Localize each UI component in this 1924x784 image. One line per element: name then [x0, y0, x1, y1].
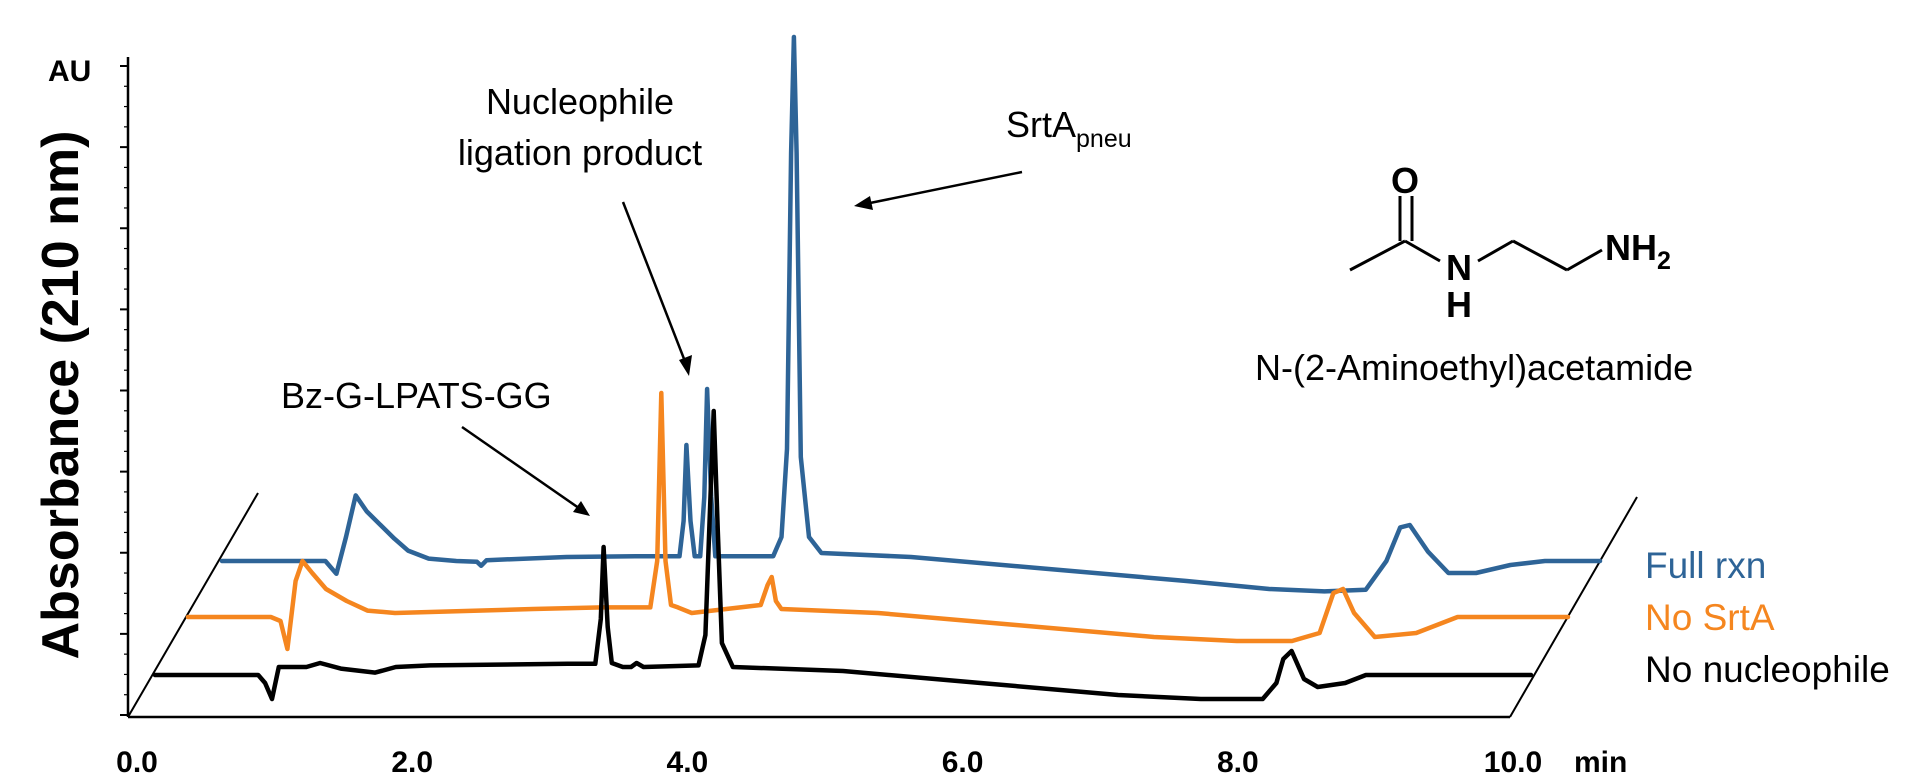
x-tick-label: 2.0 [391, 746, 433, 779]
series-line-no-nucleophile [152, 408, 1534, 702]
atom-hydrogen: H [1446, 284, 1472, 325]
bond-methyl [1349, 239, 1406, 272]
series-traces [152, 34, 1603, 702]
legend-no-srta: No SrtA [1645, 597, 1775, 638]
annotation-nucleophile-line1: Nucleophile [486, 81, 674, 122]
bond-ch2-ch2 [1512, 239, 1568, 272]
x-tick-label: 0.0 [116, 746, 158, 779]
arrowhead-nucleophile [679, 355, 692, 376]
y-axis-ticks [120, 65, 128, 716]
annotation-bz-peptide: Bz-G-LPATS-GG [281, 375, 552, 416]
x-tick-label: 4.0 [667, 746, 709, 779]
bond-c-n [1404, 239, 1441, 263]
x-axis-ticks: 0.0 2.0 4.0 6.0 8.0 10.0 [116, 746, 1542, 779]
atom-oxygen: O [1391, 160, 1419, 201]
x-tick-label: 10.0 [1484, 746, 1542, 779]
compound-name: N-(2-Aminoethyl)acetamide [1255, 347, 1693, 388]
arrowhead-srta [854, 196, 873, 210]
depth-edge-left [127, 492, 259, 718]
legend-full-rxn: Full rxn [1645, 545, 1766, 586]
legend: Full rxn No SrtA No nucleophile [1645, 545, 1890, 690]
legend-no-nucleophile: No nucleophile [1645, 649, 1890, 690]
arrow-bz-peptide [461, 425, 587, 515]
series-line-no-srta [185, 390, 1571, 652]
x-unit-label: min [1574, 746, 1627, 779]
atom-nitrogen: N [1446, 247, 1472, 288]
arrow-nucleophile [621, 201, 688, 365]
bond-ch2-nh2 [1566, 248, 1603, 272]
x-tick-label: 6.0 [942, 746, 984, 779]
chemical-structure: O N H NH2 N-(2-Aminoethyl)acetamide [1255, 160, 1693, 388]
arrow-srta [869, 170, 1023, 205]
atom-amine: NH2 [1605, 227, 1671, 275]
annotation-srta: SrtApneu [1006, 104, 1132, 153]
y-unit-label: AU [48, 55, 91, 88]
bond-n-ch2 [1477, 239, 1514, 263]
annotation-nucleophile-line2: ligation product [458, 132, 702, 173]
x-tick-label: 8.0 [1217, 746, 1259, 779]
series-line-full-rxn [219, 34, 1603, 594]
y-axis-label: Absorbance (210 nm) [32, 131, 90, 660]
arrowhead-bz-peptide [573, 501, 590, 516]
depth-edge-right [1509, 496, 1638, 718]
